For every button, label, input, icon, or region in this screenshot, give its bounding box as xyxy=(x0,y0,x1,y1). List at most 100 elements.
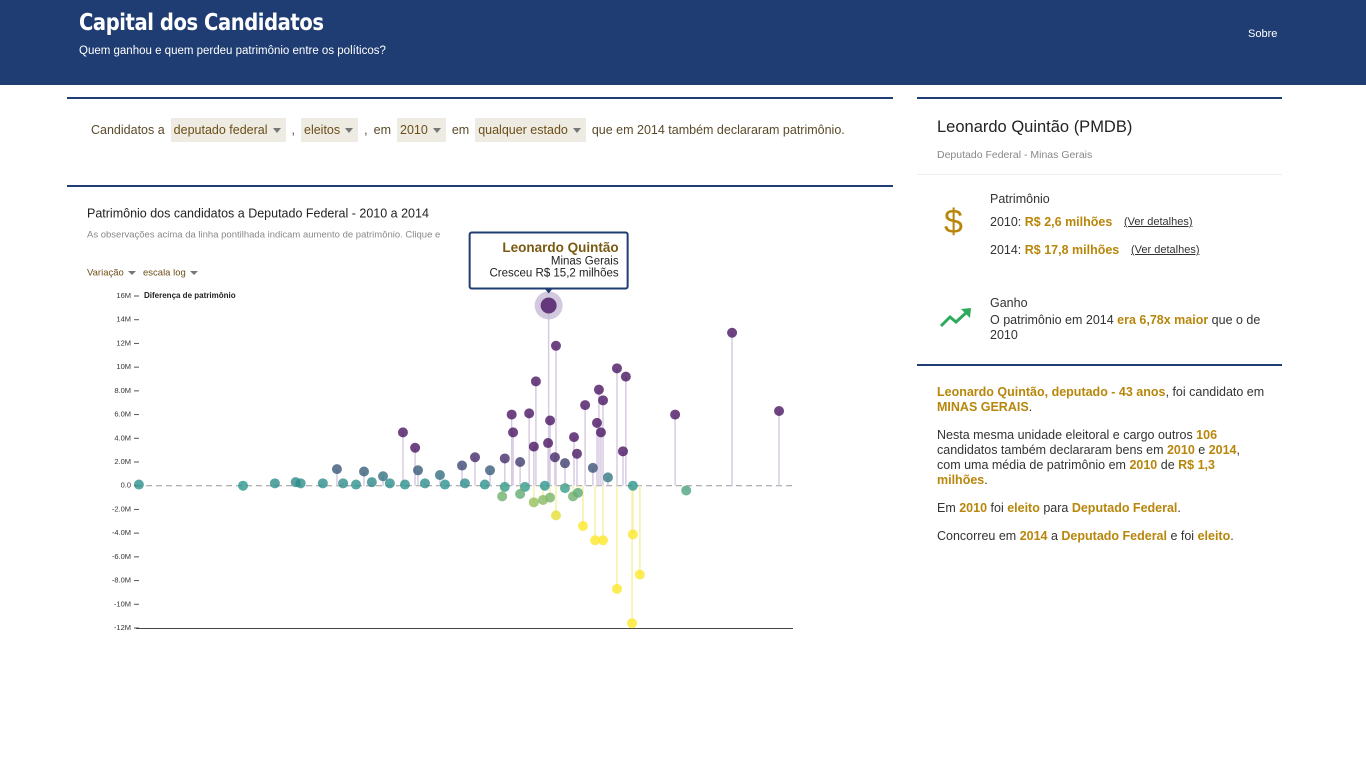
tooltip-name: Leonardo Quintão xyxy=(502,240,618,255)
point xyxy=(620,371,631,382)
year: 2010: xyxy=(990,215,1022,229)
point xyxy=(439,479,450,490)
y-tick-label: -2.0M xyxy=(112,504,131,513)
filter-text: , xyxy=(364,123,368,137)
point xyxy=(331,464,342,475)
point xyxy=(571,448,582,459)
text-segment: que o de 2010 xyxy=(990,313,1261,342)
point xyxy=(727,327,738,338)
point xyxy=(611,583,622,594)
dropdown[interactable]: qualquer estado xyxy=(475,118,586,142)
text-segment: O patrimônio em 2014 xyxy=(990,313,1118,327)
filter-text: que em 2014 também declararam patrimônio… xyxy=(591,123,845,137)
bio: Leonardo Quintão, deputado - 43 anos, fo… xyxy=(937,385,1267,557)
dropdown[interactable]: deputado federal xyxy=(170,118,286,142)
y-tick-label: 14M xyxy=(116,315,131,324)
point xyxy=(569,432,580,443)
chart-subtitle: As observações acima da linha pontilhada… xyxy=(87,230,440,241)
point xyxy=(634,569,645,580)
chart-control[interactable]: escala log xyxy=(143,268,186,279)
point xyxy=(133,479,144,490)
point xyxy=(499,481,510,492)
point xyxy=(397,427,408,438)
text-segment: Deputado Federal xyxy=(1071,501,1178,515)
control-caret xyxy=(190,271,198,275)
text-segment: Em xyxy=(937,501,960,515)
text-segment: . xyxy=(1028,400,1033,414)
point xyxy=(567,491,578,502)
point xyxy=(540,297,557,314)
text-segment: era 6,78x maior xyxy=(1117,313,1209,327)
text-segment: Nesta mesma unidade eleitoral e cargo ou… xyxy=(937,428,1197,442)
point xyxy=(497,491,508,502)
site-subtitle: Quem ganhou e quem perdeu patrimônio ent… xyxy=(79,45,386,57)
money-icon: $ xyxy=(944,203,963,241)
point xyxy=(587,462,598,473)
bio-paragraph: Nesta mesma unidade eleitoral e cargo ou… xyxy=(937,428,1267,488)
y-tick-label: 4.0M xyxy=(114,433,131,442)
header: Capital dos Candidatos Quem ganhou e que… xyxy=(0,0,1366,85)
nav-link[interactable]: Sobre xyxy=(1248,28,1278,40)
text-segment: para xyxy=(1039,501,1072,515)
filter-text: Candidatos a xyxy=(91,123,165,137)
point xyxy=(479,479,490,490)
point xyxy=(543,438,554,449)
y-tick-label: -12M xyxy=(114,623,131,632)
point xyxy=(519,481,530,492)
point xyxy=(627,618,638,629)
point xyxy=(593,384,604,395)
point xyxy=(338,478,349,489)
point xyxy=(602,472,613,483)
point xyxy=(485,465,496,476)
gain-text: O patrimônio em 2014 era 6,78x maior que… xyxy=(990,313,1270,343)
y-tick-label: -6.0M xyxy=(112,552,131,561)
point xyxy=(595,427,606,438)
text-segment: . xyxy=(1230,529,1234,543)
point xyxy=(559,483,570,494)
y-tick-label: 2.0M xyxy=(114,457,131,466)
text-segment: Deputado Federal xyxy=(1061,529,1167,543)
point xyxy=(598,395,609,406)
details-link[interactable]: (Ver detalhes) xyxy=(1124,216,1193,228)
filter-text: , xyxy=(291,123,295,137)
dropdown[interactable]: eleitos xyxy=(301,118,359,142)
y-tick-label: 0.0 xyxy=(121,481,131,490)
point xyxy=(295,478,306,489)
site-title[interactable]: Capital dos Candidatos xyxy=(79,10,324,36)
divider xyxy=(917,364,1282,366)
y-axis-label: Diferença de patrimônio xyxy=(144,291,236,300)
y-tick-label: 8.0M xyxy=(114,386,131,395)
text-segment: 2010 xyxy=(1129,458,1158,472)
tooltip-state: Minas Gerais xyxy=(551,256,619,268)
chart: Patrimônio dos candidatos a Deputado Fed… xyxy=(87,206,793,632)
control-caret xyxy=(128,271,136,275)
filter-row: Candidatos a deputado federal , eleitos … xyxy=(91,118,845,142)
text-segment: , foi candidato em xyxy=(1165,385,1265,399)
text-segment: a xyxy=(1047,529,1062,543)
text-segment: MINAS GERAIS xyxy=(937,400,1029,414)
text-segment: de xyxy=(1157,458,1179,472)
point xyxy=(378,471,389,482)
details-link[interactable]: (Ver detalhes) xyxy=(1131,244,1200,256)
y-tick-label: -10M xyxy=(114,599,131,608)
point xyxy=(611,363,622,374)
point xyxy=(550,510,561,521)
point xyxy=(506,409,517,420)
tooltip-text: Cresceu R$ 15,2 milhões xyxy=(490,268,619,280)
point xyxy=(412,465,423,476)
y-tick-label: 12M xyxy=(116,338,131,347)
text-segment: 106 xyxy=(1196,428,1218,442)
point xyxy=(384,478,395,489)
section-label: Ganho xyxy=(990,296,1028,310)
text-segment: candidatos também declararam bens em xyxy=(937,443,1167,457)
candidate-name: Leonardo Quintão (PMDB) xyxy=(937,118,1133,136)
filter-text: em xyxy=(451,123,470,137)
chart-control[interactable]: Variação xyxy=(87,268,124,279)
point xyxy=(366,477,377,488)
point xyxy=(515,489,526,500)
bio-paragraph: Leonardo Quintão, deputado - 43 anos, fo… xyxy=(937,385,1267,415)
dropdown[interactable]: 2010 xyxy=(397,118,446,142)
wealth-row: 2010: R$ 2,6 milhões xyxy=(990,215,1112,229)
